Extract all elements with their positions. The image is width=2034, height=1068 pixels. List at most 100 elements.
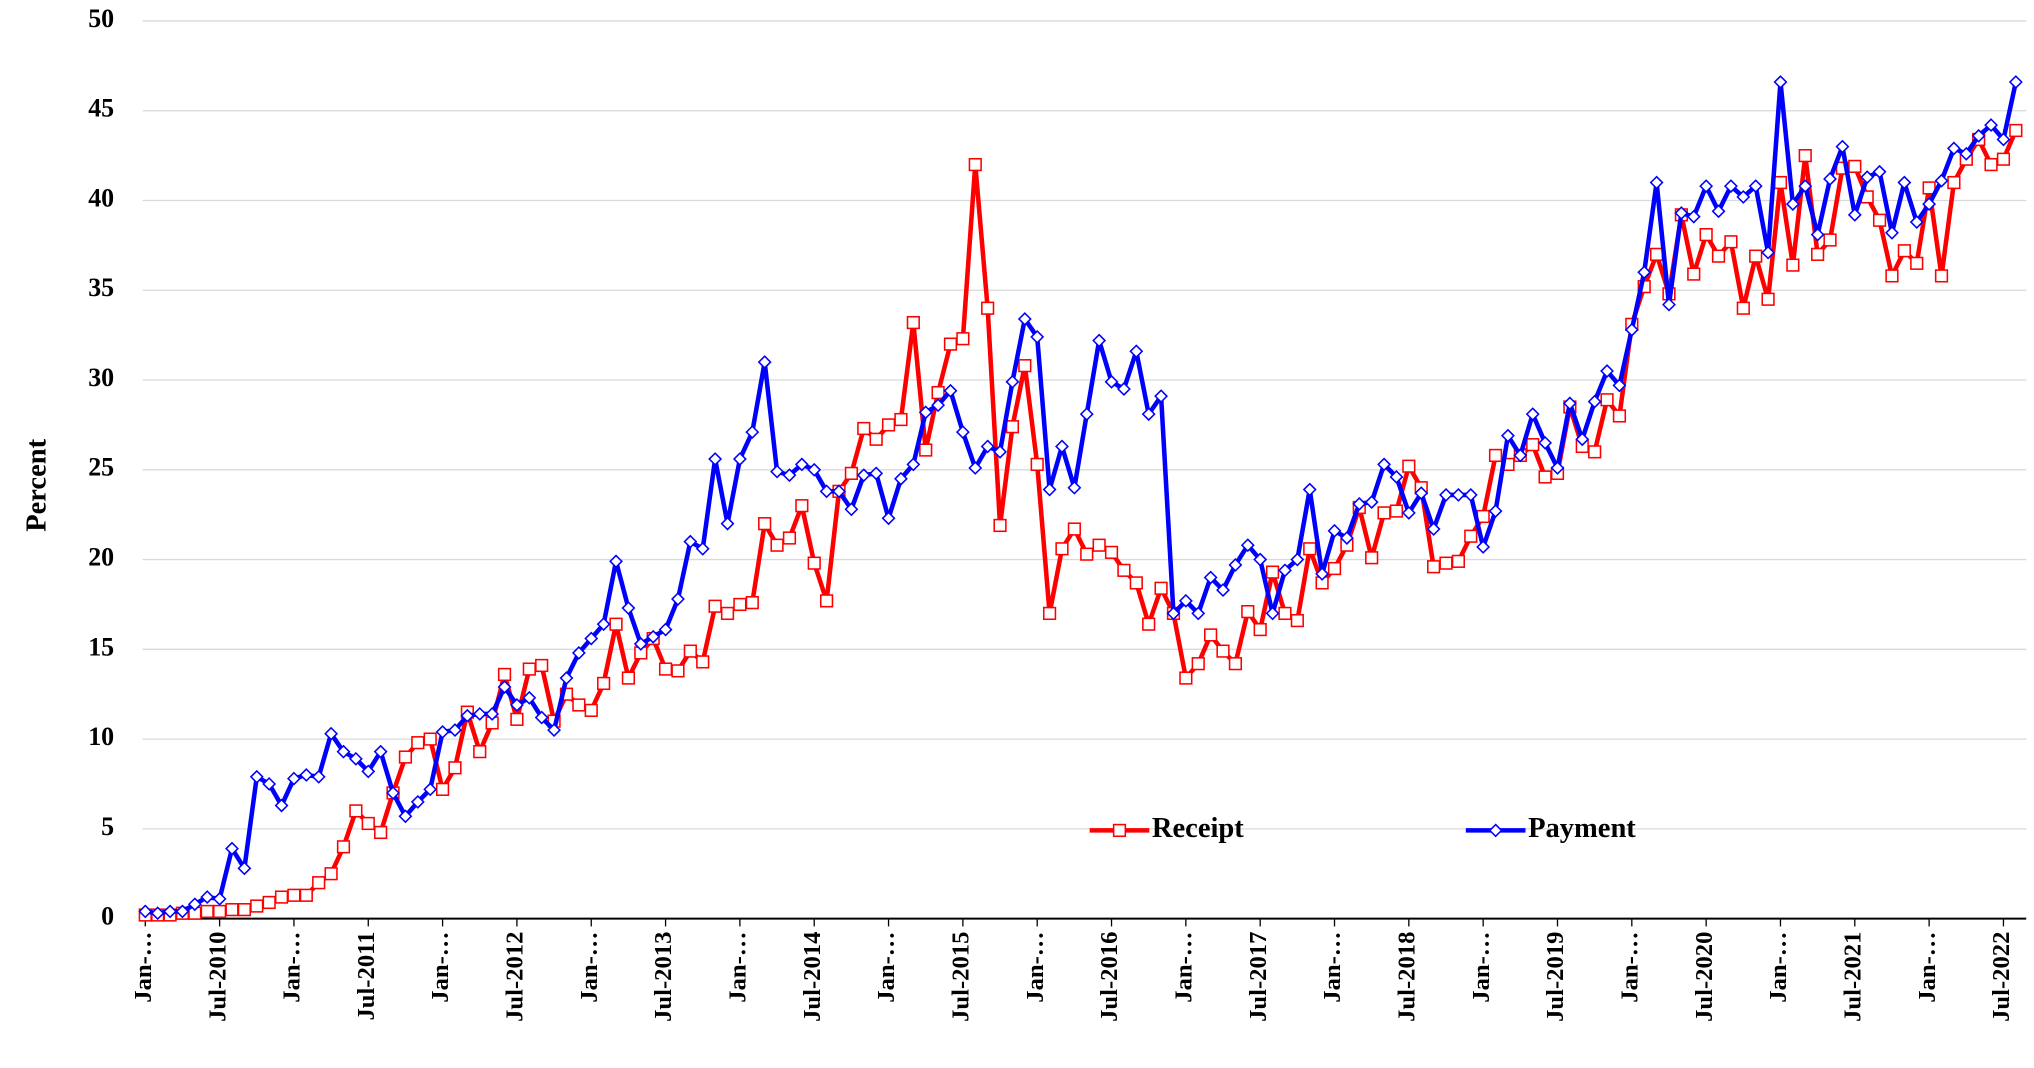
y-tick-label: 20 (88, 543, 114, 572)
point (212, 891, 227, 906)
point (1525, 407, 1540, 422)
point (138, 904, 153, 919)
point (857, 421, 871, 436)
point (1154, 581, 1168, 595)
point (1526, 438, 1540, 452)
point (1389, 504, 1404, 518)
point (1562, 396, 1577, 411)
point (609, 554, 623, 569)
point (1674, 206, 1689, 220)
point (782, 531, 797, 545)
point (448, 723, 462, 738)
point (1278, 563, 1292, 578)
point (1290, 552, 1305, 567)
point (1575, 432, 1590, 447)
x-tick-label: Jul-2010 (204, 932, 231, 1022)
point (572, 698, 586, 712)
point (1464, 529, 1478, 543)
point (225, 841, 239, 856)
point (324, 726, 339, 741)
point (1488, 504, 1503, 519)
point (1290, 613, 1304, 628)
point (497, 680, 512, 694)
point (1377, 457, 1392, 472)
point (200, 904, 214, 919)
point (1810, 227, 1825, 242)
point (621, 601, 636, 615)
point (1377, 506, 1391, 520)
x-tick-label: Jul-2019 (1542, 932, 1569, 1022)
point (844, 502, 859, 517)
point (361, 816, 375, 831)
point (175, 904, 190, 919)
point (1402, 459, 1416, 473)
point (200, 890, 215, 905)
point (1042, 606, 1057, 621)
point (1550, 461, 1565, 475)
point (745, 596, 759, 610)
x-tick-label: Jan-… (1468, 932, 1495, 1003)
point (770, 538, 784, 552)
x-tick-label: Jul-2015 (948, 932, 975, 1022)
point (1649, 175, 1664, 190)
point (1934, 269, 1949, 283)
point (262, 777, 277, 791)
point (287, 771, 301, 786)
point (696, 655, 710, 669)
point (1612, 378, 1627, 393)
point (596, 617, 611, 632)
point (274, 798, 289, 813)
point (1513, 448, 1528, 463)
point (1872, 213, 1887, 227)
point (1092, 333, 1107, 348)
point (448, 761, 462, 775)
point (559, 671, 574, 685)
y-tick-label: 10 (88, 722, 114, 751)
point (150, 906, 165, 921)
point (237, 861, 252, 876)
point (919, 443, 933, 457)
point (535, 658, 549, 673)
point (1984, 157, 1998, 172)
point (1711, 204, 1726, 219)
point (374, 825, 388, 840)
x-tick-label: Jul-2022 (1988, 932, 2015, 1022)
point (1600, 364, 1614, 378)
point (584, 703, 598, 717)
point (398, 809, 413, 824)
point (1241, 605, 1255, 619)
point (1971, 128, 1986, 143)
point (1897, 175, 1912, 190)
point (658, 622, 673, 637)
x-tick-label: Jan-… (873, 932, 900, 1003)
point (1365, 551, 1379, 565)
point (571, 645, 586, 660)
point (980, 439, 995, 454)
point (597, 676, 611, 691)
point (163, 904, 177, 919)
point (1649, 247, 1664, 261)
point (1686, 209, 1701, 224)
point (497, 667, 512, 682)
point (918, 405, 933, 420)
point (770, 464, 785, 479)
point (708, 599, 722, 613)
point (435, 782, 450, 796)
point (1228, 558, 1243, 572)
point (225, 903, 239, 917)
point (349, 804, 363, 818)
point (435, 724, 450, 739)
point (1129, 344, 1144, 359)
point (1179, 671, 1193, 685)
point (1116, 382, 1131, 396)
point (1303, 542, 1317, 556)
point (894, 412, 908, 427)
point (807, 462, 822, 477)
point (683, 534, 698, 549)
point (1749, 249, 1763, 263)
y-tick-label: 45 (88, 94, 114, 123)
x-tick-label: Jul-2020 (1691, 932, 1718, 1022)
point (782, 468, 797, 483)
point (1240, 538, 1255, 553)
